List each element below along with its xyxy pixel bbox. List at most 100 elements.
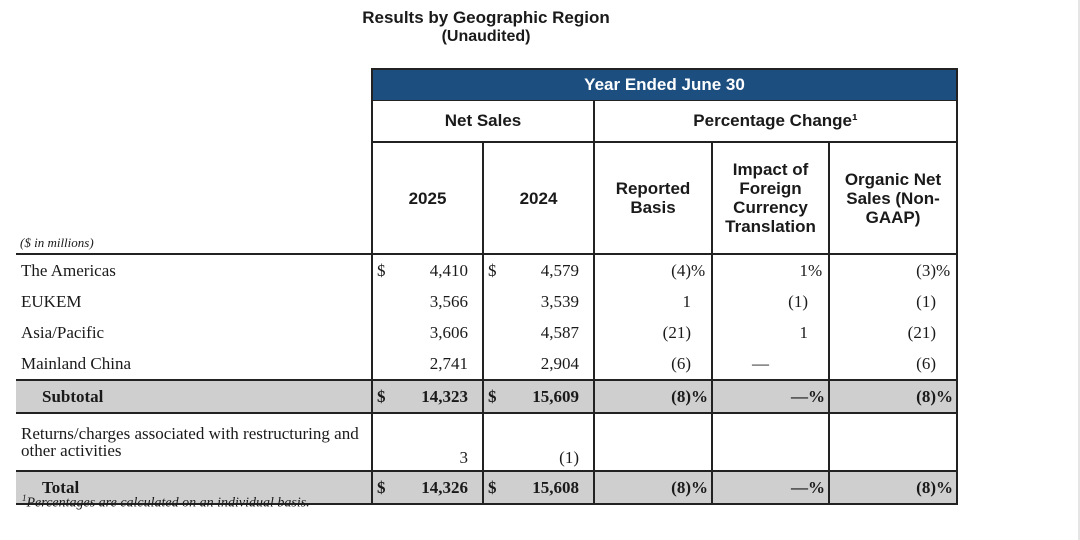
impact-value: — xyxy=(791,386,808,406)
value-2025: 14,323 xyxy=(392,379,483,414)
organic-suffix: % xyxy=(936,386,953,406)
reported-value: 1 xyxy=(682,291,692,311)
impact-cell: 1 xyxy=(711,317,829,348)
value-2024: 4,579 xyxy=(503,253,594,286)
reported-value: (21) xyxy=(662,322,691,342)
subtotal-label: Subtotal xyxy=(16,379,372,414)
footnote: 1Percentages are calculated on an indivi… xyxy=(22,493,310,512)
impact-value: 1 xyxy=(799,260,809,280)
value-2025: 3,606 xyxy=(429,322,468,342)
reported-value: (4) xyxy=(671,260,691,280)
reported-cell: (4)% xyxy=(593,253,712,286)
value-2025: 3,566 xyxy=(429,291,468,311)
currency-2024 xyxy=(482,348,503,380)
impact-cell xyxy=(711,413,829,471)
subtotal-row: Subtotal $ 14,323 $ 15,609 (8)% —% (8)% xyxy=(16,379,958,414)
returns-label: Returns/charges associated with restruct… xyxy=(21,424,359,460)
value-2025: 2,741 xyxy=(429,353,468,373)
organic-cell: (1) xyxy=(828,286,958,317)
col-organic-header: Organic Net Sales (Non-GAAP) xyxy=(828,142,958,254)
currency-2024: $ xyxy=(482,253,503,286)
organic-suffix: % xyxy=(936,477,953,497)
table-row: Mainland China 2,741 2,904 (6) — (6) xyxy=(16,348,958,380)
footnote-mark: 1 xyxy=(22,493,27,503)
value-2024: 15,608 xyxy=(503,470,594,505)
currency-2024 xyxy=(482,286,503,317)
reported-suffix: % xyxy=(691,260,706,280)
reported-suffix: % xyxy=(691,386,708,406)
currency-2024: $ xyxy=(482,379,503,414)
col-impact-header: Impact of Foreign Currency Translation xyxy=(711,142,830,254)
reported-cell: (6) xyxy=(593,348,712,380)
title-line-1: Results by Geographic Region xyxy=(362,8,610,27)
impact-value: — xyxy=(791,477,808,497)
reported-value: (6) xyxy=(671,353,691,373)
value-2025: 14,326 xyxy=(392,470,483,505)
currency-2025: $ xyxy=(371,470,392,505)
table-row: EUKEM 3,566 3,539 1 (1) (1) xyxy=(16,286,958,317)
header-column-row: ($ in millions) 2025 2024 Reported Basis… xyxy=(16,142,958,254)
organic-cell: (3)% xyxy=(828,253,958,286)
impact-value: (1) xyxy=(788,291,808,311)
currency-2024: $ xyxy=(482,470,503,505)
value-2024: 15,609 xyxy=(503,379,594,414)
impact-cell: —% xyxy=(711,379,829,414)
impact-cell: — xyxy=(711,348,829,380)
organic-value: (1) xyxy=(916,291,936,311)
row-label: The Americas xyxy=(16,253,372,286)
impact-cell: 1% xyxy=(711,253,829,286)
currency-2025 xyxy=(371,348,392,380)
organic-cell xyxy=(828,413,958,471)
organic-cell: (8)% xyxy=(828,379,958,414)
currency-2025 xyxy=(371,413,392,471)
organic-value: (3) xyxy=(916,260,936,280)
row-label: Mainland China xyxy=(21,353,132,373)
geographic-results-table: Year Ended June 30 Net Sales Percentage … xyxy=(16,68,958,505)
organic-suffix: % xyxy=(936,260,951,280)
value-2025: 3 xyxy=(459,448,469,467)
returns-row: Returns/charges associated with restruct… xyxy=(16,413,958,471)
header-band-row: Year Ended June 30 xyxy=(16,68,958,101)
organic-value: (8) xyxy=(916,386,936,406)
value-2024: 4,587 xyxy=(540,322,579,342)
currency-2024 xyxy=(482,317,503,348)
currency-2025: $ xyxy=(371,253,392,286)
page-edge xyxy=(1078,0,1080,540)
currency-2024 xyxy=(482,413,503,471)
impact-cell: (1) xyxy=(711,286,829,317)
reported-cell: 1 xyxy=(593,286,712,317)
impact-value: — xyxy=(752,353,769,373)
organic-cell: (6) xyxy=(828,348,958,380)
impact-value: 1 xyxy=(799,322,809,342)
currency-2025 xyxy=(371,317,392,348)
row-label: Asia/Pacific xyxy=(21,322,105,342)
reported-suffix: % xyxy=(691,477,708,497)
organic-value: (8) xyxy=(916,477,936,497)
row-label: EUKEM xyxy=(21,291,82,311)
reported-value: (8) xyxy=(671,477,691,497)
footnote-text: Percentages are calculated on an individ… xyxy=(26,495,310,511)
impact-suffix: % xyxy=(808,386,825,406)
title-line-2: (Unaudited) xyxy=(441,28,531,45)
value-2024: (1) xyxy=(559,448,579,467)
reported-cell xyxy=(593,413,712,471)
total-label: Total xyxy=(16,470,372,505)
value-2025: 4,410 xyxy=(392,253,483,286)
currency-2025 xyxy=(371,286,392,317)
reported-cell: (8)% xyxy=(593,379,712,414)
header-group-row: Net Sales Percentage Change¹ xyxy=(16,100,958,143)
impact-suffix: % xyxy=(808,260,823,280)
value-2024: 2,904 xyxy=(540,353,579,373)
reported-cell: (21) xyxy=(593,317,712,348)
reported-value: (8) xyxy=(671,386,691,406)
table-row: Asia/Pacific 3,606 4,587 (21) 1 (21) xyxy=(16,317,958,348)
percentage-change-header: Percentage Change¹ xyxy=(593,100,958,143)
col-2024-header: 2024 xyxy=(482,142,595,254)
table-row: The Americas $ 4,410 $ 4,579 (4)% 1% (3)… xyxy=(16,253,958,286)
reported-cell: (8)% xyxy=(593,470,712,505)
col-2025-header: 2025 xyxy=(371,142,484,254)
value-2024: 3,539 xyxy=(540,291,579,311)
currency-2025: $ xyxy=(371,379,392,414)
net-sales-header: Net Sales xyxy=(371,100,595,143)
total-row: Total $ 14,326 $ 15,608 (8)% —% (8)% xyxy=(16,470,958,505)
